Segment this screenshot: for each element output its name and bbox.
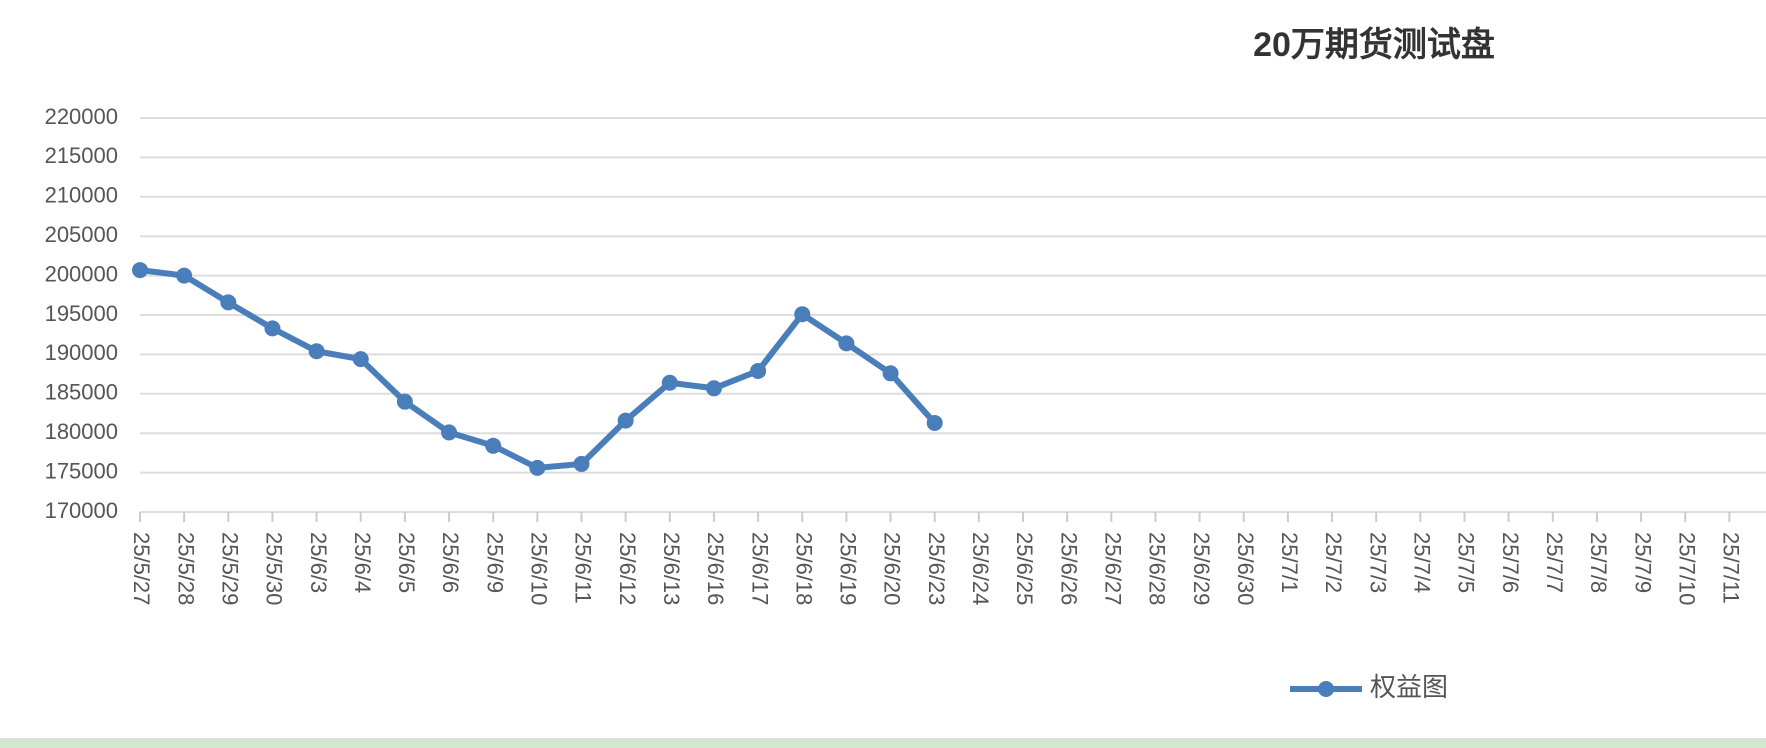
data-point	[661, 374, 678, 391]
sheet-footer	[0, 738, 1766, 748]
data-point	[705, 380, 722, 397]
data-point	[176, 267, 193, 284]
x-tick-label: 25/6/9	[482, 532, 507, 593]
y-tick-label: 170000	[45, 498, 118, 523]
x-tick-label: 25/7/4	[1410, 532, 1435, 593]
x-tick-label: 25/6/29	[1189, 532, 1214, 605]
data-point	[485, 437, 502, 454]
x-tick-label: 25/6/18	[791, 532, 816, 605]
x-tick-label: 25/7/1	[1277, 532, 1302, 593]
y-tick-label: 200000	[45, 261, 118, 286]
x-tick-label: 25/6/5	[394, 532, 419, 593]
x-tick-label: 25/6/3	[306, 532, 331, 593]
x-tick-label: 25/6/19	[836, 532, 861, 605]
data-point	[352, 351, 369, 368]
x-tick-label: 25/6/30	[1233, 532, 1258, 605]
y-tick-label: 185000	[45, 380, 118, 405]
x-tick-label: 25/7/7	[1542, 532, 1567, 593]
x-tick-label: 25/6/26	[1056, 532, 1081, 605]
y-tick-label: 215000	[45, 143, 118, 168]
x-tick-label: 25/7/5	[1454, 532, 1479, 593]
x-tick-label: 25/6/23	[924, 532, 949, 605]
y-tick-label: 210000	[45, 183, 118, 208]
x-tick-label: 25/6/13	[659, 532, 684, 605]
x-tick-label: 25/6/4	[350, 532, 375, 593]
data-point	[750, 362, 767, 379]
x-tick-label: 25/6/17	[747, 532, 772, 605]
y-tick-label: 205000	[45, 222, 118, 247]
data-point	[529, 459, 546, 476]
data-point	[617, 412, 634, 429]
x-tick-label: 25/6/6	[438, 532, 463, 593]
x-tick-label: 25/5/29	[217, 532, 242, 605]
x-tick-label: 25/5/27	[129, 532, 154, 605]
legend-marker	[1318, 681, 1334, 697]
data-point	[441, 424, 458, 441]
y-tick-label: 190000	[45, 340, 118, 365]
x-tick-label: 25/7/11	[1719, 532, 1744, 604]
x-tick-label: 25/6/10	[527, 532, 552, 605]
x-tick-label: 25/7/8	[1586, 532, 1611, 593]
data-point	[308, 343, 325, 360]
x-tick-label: 25/6/20	[880, 532, 905, 605]
x-tick-label: 25/6/24	[968, 532, 993, 605]
y-tick-label: 220000	[45, 104, 118, 129]
x-tick-label: 25/7/10	[1674, 532, 1699, 605]
x-tick-label: 25/6/11	[571, 532, 596, 604]
x-tick-label: 25/7/2	[1321, 532, 1346, 593]
y-tick-label: 175000	[45, 458, 118, 483]
x-tick-label: 25/7/3	[1365, 532, 1390, 593]
data-point	[926, 414, 943, 431]
x-tick-label: 25/5/28	[173, 532, 198, 605]
data-point	[838, 335, 855, 352]
x-tick-label: 25/7/9	[1630, 532, 1655, 593]
x-tick-label: 25/6/12	[615, 532, 640, 605]
data-point	[264, 320, 281, 337]
data-point	[132, 262, 148, 279]
data-point	[573, 455, 590, 472]
x-tick-label: 25/6/25	[1012, 532, 1037, 605]
y-tick-label: 195000	[45, 301, 118, 326]
x-tick-label: 25/7/6	[1498, 532, 1523, 593]
data-point	[396, 393, 413, 410]
data-point	[794, 306, 811, 323]
chart-title: 20万期货测试盘	[1253, 26, 1495, 64]
line-series	[139, 267, 937, 471]
legend-label: 权益图	[1370, 672, 1448, 702]
data-point	[220, 294, 237, 311]
y-tick-label: 180000	[45, 419, 118, 444]
data-point	[882, 365, 899, 382]
x-tick-label: 25/6/16	[703, 532, 728, 605]
x-tick-label: 25/6/28	[1145, 532, 1170, 605]
x-tick-label: 25/5/30	[262, 532, 287, 605]
x-tick-label: 25/6/27	[1100, 532, 1125, 605]
